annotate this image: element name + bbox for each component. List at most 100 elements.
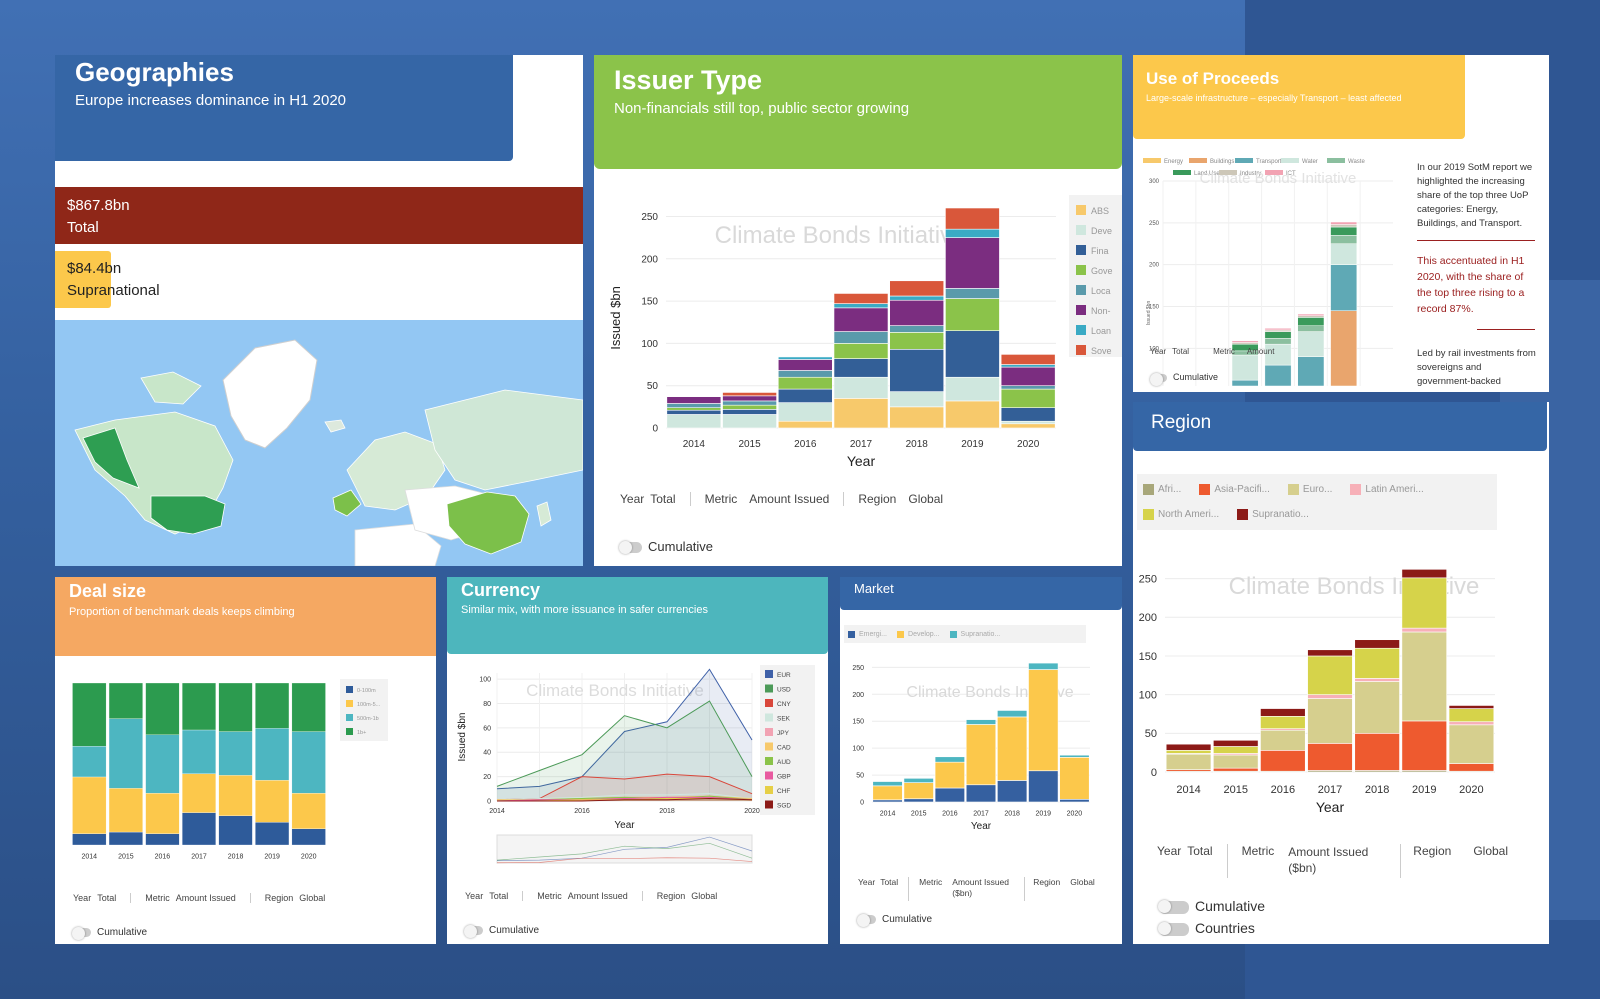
issuer-bar-segment[interactable] <box>889 406 945 429</box>
region-bar-segment[interactable] <box>1401 631 1447 722</box>
market-bar-segment[interactable] <box>1028 770 1059 803</box>
uop-bar-segment[interactable] <box>1231 379 1259 387</box>
market-bar-segment[interactable] <box>1059 757 1090 800</box>
issuer-bar-segment[interactable] <box>833 376 889 399</box>
deal-bar-segment[interactable] <box>72 833 107 846</box>
issuer-bar-segment[interactable] <box>889 391 945 408</box>
toggle-switch-icon[interactable] <box>1158 899 1189 914</box>
deal-bar-segment[interactable] <box>291 731 326 794</box>
currency-chart[interactable]: 0 20 40 60 80 100 2014 2016 2018 2020 Year Issued $… <box>447 663 828 888</box>
region-bar-segment[interactable] <box>1307 655 1353 695</box>
region-bar-segment[interactable] <box>1354 639 1400 649</box>
uop-bar-segment[interactable] <box>1297 315 1325 318</box>
issuer-bar-segment[interactable] <box>777 359 833 371</box>
deal-bar-segment[interactable] <box>218 815 253 846</box>
issuer-bar-segment[interactable] <box>1000 407 1056 422</box>
region-bar-segment[interactable] <box>1448 721 1495 726</box>
uop-legend-swatch[interactable] <box>1265 170 1283 175</box>
world-map[interactable] <box>55 320 583 566</box>
region-bar-segment[interactable] <box>1354 681 1400 734</box>
deal-legend-swatch[interactable] <box>346 700 353 707</box>
deal-bar-segment[interactable] <box>108 682 143 719</box>
region-bar-segment[interactable] <box>1401 720 1447 771</box>
uop-legend-swatch[interactable] <box>1281 158 1299 163</box>
deal-bar-segment[interactable] <box>291 828 326 846</box>
toggle-switch-icon[interactable] <box>464 924 483 938</box>
issuer-legend-swatch[interactable] <box>1076 245 1086 255</box>
toggle-switch-icon[interactable] <box>72 926 91 940</box>
issuer-bar-segment[interactable] <box>945 298 1000 331</box>
issuer-bar-segment[interactable] <box>1000 364 1056 368</box>
deal-bar-segment[interactable] <box>255 780 290 823</box>
currency-legend-swatch[interactable] <box>765 757 773 765</box>
region-bar-segment[interactable] <box>1213 767 1259 772</box>
issuer-legend-swatch[interactable] <box>1076 325 1086 335</box>
currency-control-global[interactable]: Global <box>691 891 718 901</box>
deal-bar-segment[interactable] <box>255 682 290 729</box>
deal-bar-segment[interactable] <box>291 793 326 829</box>
deal-bar-segment[interactable] <box>182 729 216 774</box>
toggle-switch-icon[interactable] <box>619 541 642 555</box>
issuer-bar-segment[interactable] <box>833 398 889 429</box>
deal-control-global[interactable]: Global <box>299 893 326 903</box>
issuer-bar-segment[interactable] <box>945 330 1000 378</box>
deal-bar-segment[interactable] <box>72 746 107 778</box>
market-bar-segment[interactable] <box>965 724 997 786</box>
uop-legend-swatch[interactable] <box>1219 170 1237 175</box>
uop-bar-segment[interactable] <box>1330 310 1358 387</box>
issuer-bar-segment[interactable] <box>666 414 722 429</box>
market-bar-segment[interactable] <box>903 798 934 803</box>
region-bar-segment[interactable] <box>1354 678 1400 682</box>
uop-bar-segment[interactable] <box>1297 313 1325 316</box>
uop-legend-swatch[interactable] <box>1235 158 1253 163</box>
currency-series-line[interactable] <box>496 700 753 787</box>
deal-bar-segment[interactable] <box>72 776 107 834</box>
region-control-amount[interactable]: Amount Issued ($bn) <box>1288 845 1369 875</box>
deal-bar-segment[interactable] <box>182 773 216 813</box>
uop-bar-segment[interactable] <box>1330 224 1358 228</box>
region-bar-segment[interactable] <box>1307 698 1353 744</box>
issuer-bar-segment[interactable] <box>1000 420 1056 425</box>
market-control-global[interactable]: Global <box>1070 877 1095 887</box>
market-control-total[interactable]: Total <box>880 877 899 887</box>
region-bar-segment[interactable] <box>1260 708 1306 717</box>
deal-legend-swatch[interactable] <box>346 728 353 735</box>
uop-bar-segment[interactable] <box>1330 226 1358 236</box>
uop-bar-segment[interactable] <box>1330 221 1358 225</box>
currency-cumulative-toggle[interactable]: Cumulative <box>464 924 539 938</box>
issuer-bar-segment[interactable] <box>777 420 833 429</box>
region-bar-segment[interactable] <box>1213 746 1259 754</box>
issuer-bar-segment[interactable] <box>722 409 777 415</box>
market-bar-segment[interactable] <box>934 756 965 763</box>
market-bar-segment[interactable] <box>872 785 903 801</box>
issuer-bar-segment[interactable] <box>1000 385 1056 390</box>
issuer-legend-swatch[interactable] <box>1076 265 1086 275</box>
region-bar-segment[interactable] <box>1213 739 1259 747</box>
issuer-bar-segment[interactable] <box>1000 423 1056 429</box>
issuer-bar-segment[interactable] <box>833 307 889 332</box>
uop-bar-segment[interactable] <box>1231 354 1259 381</box>
region-legend-item[interactable]: Latin Ameri... <box>1350 480 1424 499</box>
region-bar-segment[interactable] <box>1401 627 1447 633</box>
issuer-bar-segment[interactable] <box>722 395 777 402</box>
control-amount-button[interactable]: Amount Issued <box>749 492 830 506</box>
deal-bar-segment[interactable] <box>218 775 253 816</box>
issuer-legend-swatch[interactable] <box>1076 345 1086 355</box>
uop-control-amount[interactable]: Amount <box>1246 347 1275 356</box>
currency-series-line[interactable] <box>497 798 753 802</box>
issuer-bar-segment[interactable] <box>833 293 889 304</box>
market-bar-segment[interactable] <box>1028 662 1059 670</box>
market-legend-item[interactable]: Emergi... <box>848 629 887 639</box>
market-bar-segment[interactable] <box>1059 754 1090 758</box>
toggle-switch-icon[interactable] <box>1158 921 1189 936</box>
region-control-total[interactable]: Total <box>1187 844 1213 858</box>
uop-bar-segment[interactable] <box>1264 328 1292 331</box>
deal-legend-swatch[interactable] <box>346 686 353 693</box>
currency-legend-swatch[interactable] <box>765 786 773 794</box>
issuer-bar-segment[interactable] <box>889 325 945 333</box>
issuer-bar-segment[interactable] <box>722 404 777 410</box>
currency-series-line[interactable] <box>496 793 753 801</box>
issuer-bar-segment[interactable] <box>889 332 945 350</box>
currency-legend-swatch[interactable] <box>765 713 773 722</box>
